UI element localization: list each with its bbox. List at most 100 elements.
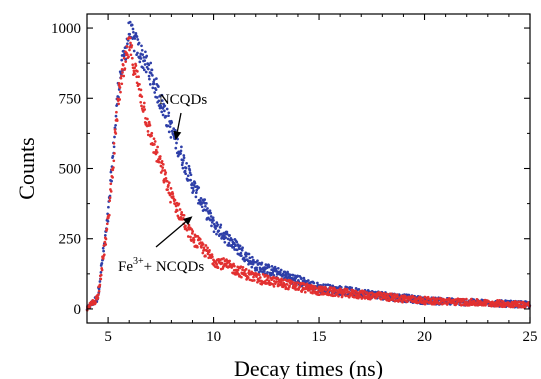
data-point-series-2 [184, 224, 187, 228]
data-point-series-2 [150, 134, 153, 138]
data-point-series-1 [98, 280, 102, 283]
data-point-series-1 [120, 58, 124, 62]
data-point-series-1 [163, 104, 167, 108]
data-point-series-1 [171, 129, 174, 133]
data-point-series-1 [357, 287, 361, 291]
data-point-series-1 [203, 198, 207, 201]
data-point-series-2 [143, 108, 147, 111]
data-point-series-2 [509, 305, 513, 309]
data-point-series-2 [148, 123, 152, 127]
data-point-series-2 [314, 286, 318, 290]
x-tick-label: 5 [104, 329, 112, 345]
data-point-series-2 [180, 210, 184, 214]
data-point-series-2 [228, 259, 231, 263]
data-point-series-2 [347, 290, 351, 294]
annotation-fe-rest: + NCQDs [144, 259, 205, 275]
data-point-series-1 [244, 254, 248, 258]
data-point-series-1 [350, 286, 354, 290]
data-point-series-2 [419, 295, 422, 299]
data-point-series-2 [310, 287, 314, 291]
data-point-series-1 [194, 195, 198, 199]
data-point-series-2 [120, 68, 124, 71]
data-point-series-1 [205, 202, 208, 205]
data-point-series-2 [115, 119, 119, 122]
data-point-series-1 [151, 74, 154, 77]
data-point-series-1 [166, 124, 170, 128]
data-point-series-1 [167, 130, 171, 134]
data-point-series-2 [356, 290, 359, 294]
data-point-series-1 [170, 121, 174, 124]
data-point-series-2 [285, 283, 289, 286]
data-point-series-2 [337, 294, 340, 298]
data-point-series-2 [396, 295, 399, 298]
data-point-series-2 [111, 176, 114, 179]
data-point-series-2 [210, 253, 214, 256]
data-point-series-2 [191, 230, 195, 233]
data-point-series-2 [177, 202, 181, 206]
data-point-series-1 [225, 230, 229, 234]
data-point-series-2 [109, 190, 113, 193]
data-point-series-2 [256, 277, 260, 281]
data-point-series-1 [193, 181, 197, 185]
data-point-series-1 [148, 77, 151, 81]
data-point-series-1 [165, 107, 169, 111]
y-tick-label: 0 [74, 302, 82, 318]
data-point-series-1 [142, 68, 146, 72]
data-point-series-2 [146, 117, 149, 121]
data-point-series-2 [438, 302, 441, 306]
data-point-series-1 [212, 230, 216, 234]
x-tick-label: 15 [312, 329, 327, 345]
data-point-series-2 [220, 262, 224, 265]
data-point-series-1 [180, 145, 183, 149]
data-point-series-2 [423, 302, 427, 306]
data-point-series-2 [150, 131, 154, 135]
data-point-series-1 [130, 23, 134, 27]
data-point-series-1 [303, 278, 306, 282]
data-point-series-2 [281, 279, 285, 282]
data-point-series-2 [112, 142, 116, 145]
data-point-series-1 [172, 127, 176, 130]
data-point-series-2 [287, 287, 290, 291]
data-point-series-2 [117, 82, 121, 85]
data-point-series-1 [232, 245, 236, 249]
data-point-series-1 [200, 205, 204, 209]
data-point-series-2 [154, 148, 158, 152]
data-point-series-1 [289, 273, 292, 277]
data-point-series-2 [323, 292, 327, 296]
data-point-series-1 [312, 281, 316, 285]
data-point-series-1 [140, 48, 144, 52]
data-point-series-2 [113, 152, 116, 155]
data-point-series-2 [144, 121, 148, 125]
data-point-series-2 [153, 140, 157, 143]
data-point-series-1 [151, 86, 155, 90]
data-point-series-1 [240, 254, 243, 258]
data-point-series-1 [185, 161, 188, 165]
data-point-series-1 [181, 166, 185, 170]
annotation-ncqds: NCQDs [159, 92, 208, 108]
data-point-series-1 [128, 20, 132, 24]
data-point-series-1 [184, 172, 188, 176]
data-point-series-1 [234, 244, 237, 248]
data-point-series-1 [210, 224, 213, 228]
data-point-series-1 [143, 59, 147, 62]
data-point-series-1 [246, 259, 250, 263]
data-point-series-1 [155, 77, 158, 80]
data-point-series-2 [99, 273, 103, 277]
data-point-series-2 [494, 304, 498, 308]
data-point-series-2 [102, 253, 106, 257]
data-point-series-2 [166, 188, 169, 191]
data-point-series-2 [101, 257, 105, 260]
data-point-series-2 [159, 171, 163, 174]
data-point-series-1 [107, 205, 110, 209]
data-point-series-2 [127, 55, 130, 59]
data-point-series-2 [167, 181, 171, 185]
data-point-series-2 [344, 294, 348, 297]
data-point-series-2 [163, 169, 167, 172]
data-point-series-1 [210, 221, 214, 224]
data-point-series-2 [427, 297, 431, 300]
data-point-series-1 [259, 269, 262, 273]
data-point-series-1 [263, 269, 266, 273]
data-point-series-2 [115, 110, 118, 114]
data-point-series-2 [190, 232, 194, 235]
